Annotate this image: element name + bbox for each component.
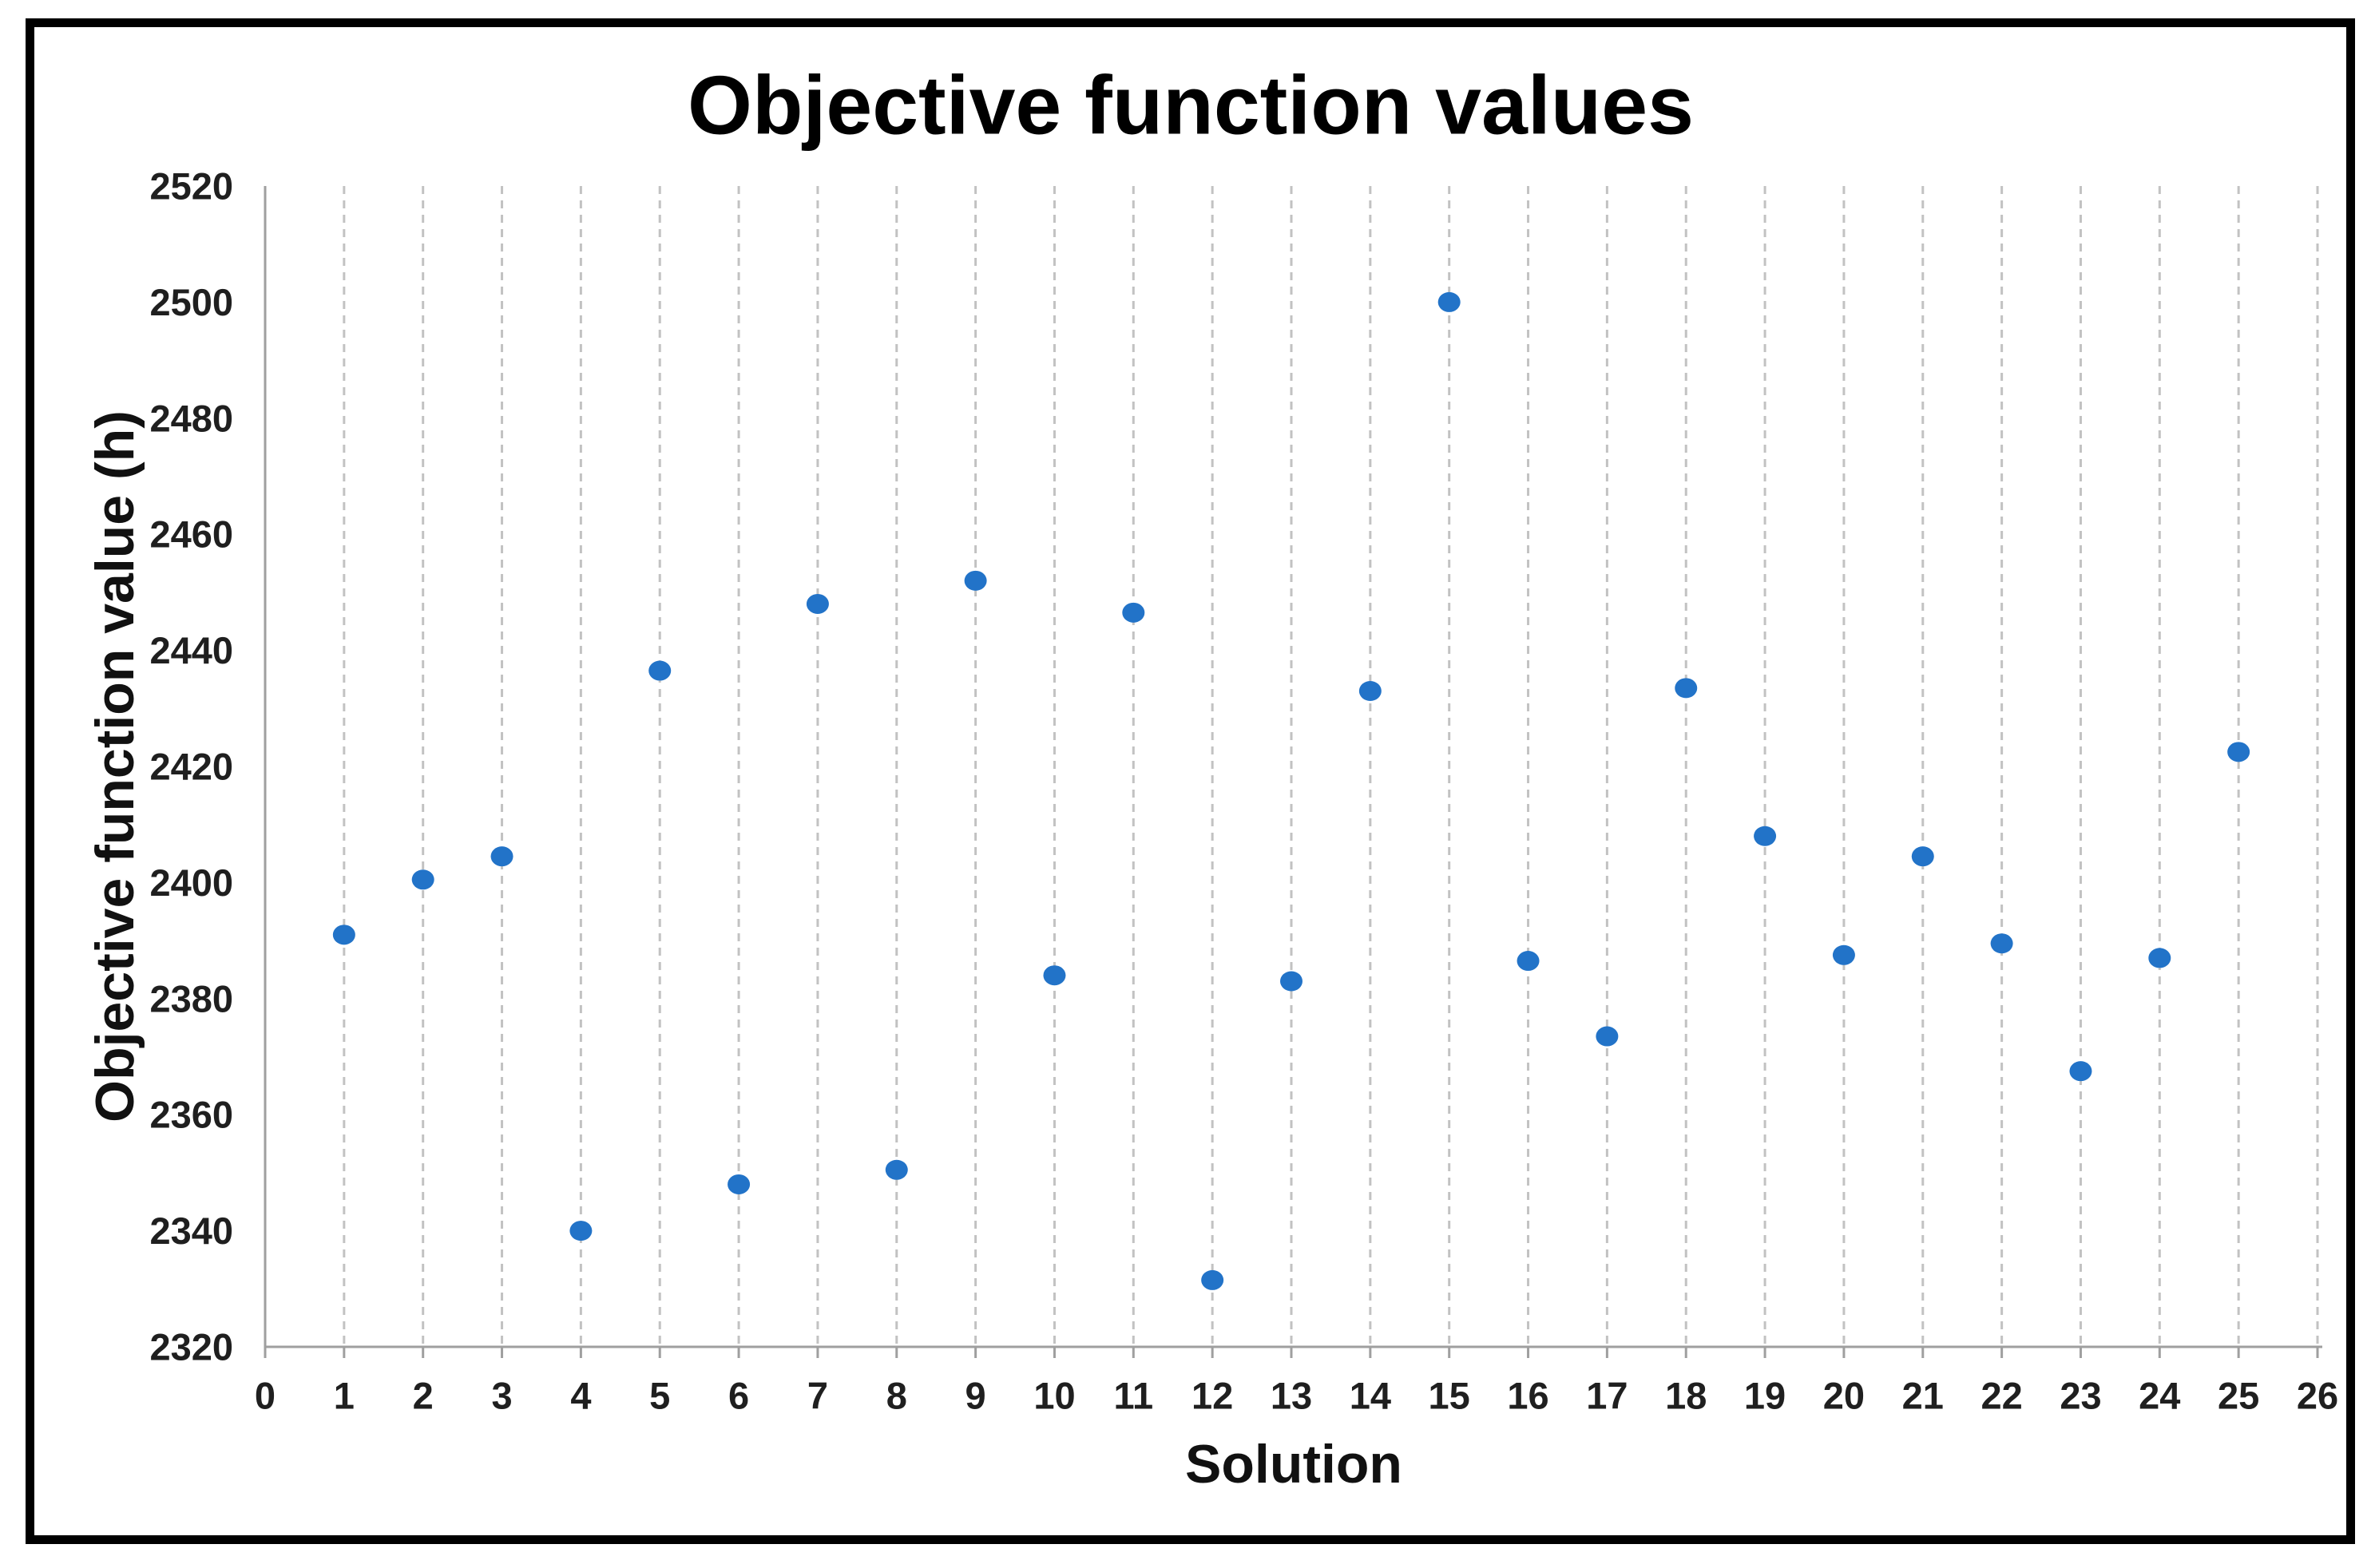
x-tick-labels-layer: 0 1 2 3 4 5 6 7 8 9 10 11 12 13 14 15 16 17 18 19 20 21 22 23 24… xyxy=(255,1374,2338,1416)
x-tick-label: 21 xyxy=(1902,1374,1944,1416)
data-point xyxy=(1675,678,1698,699)
x-tick-label: 9 xyxy=(965,1374,986,1416)
x-tick-label: 11 xyxy=(1113,1374,1153,1416)
data-point xyxy=(1280,971,1303,992)
x-tick-label: 7 xyxy=(807,1374,828,1416)
data-point xyxy=(332,925,355,945)
y-axis-title: Objective function value (h) xyxy=(85,410,145,1123)
data-point xyxy=(1832,944,1855,965)
y-tick-label: 2360 xyxy=(149,1094,233,1136)
data-point xyxy=(1122,602,1145,623)
data-point xyxy=(1437,291,1461,312)
y-tick-label: 2440 xyxy=(149,629,233,671)
data-points-layer xyxy=(332,291,2250,1290)
x-tick-label: 22 xyxy=(1981,1374,2022,1416)
y-tick-label: 2420 xyxy=(149,745,233,787)
x-tick-label: 10 xyxy=(1033,1374,1075,1416)
data-point xyxy=(728,1174,751,1194)
data-point xyxy=(411,869,434,890)
x-axis-title: Solution xyxy=(1185,1434,1402,1495)
data-point xyxy=(1201,1269,1224,1290)
x-tick-label: 4 xyxy=(570,1374,591,1416)
x-tick-label: 19 xyxy=(1744,1374,1786,1416)
y-tick-label: 2320 xyxy=(149,1325,233,1368)
data-point xyxy=(2148,948,2171,968)
data-point xyxy=(885,1159,908,1180)
data-point xyxy=(1043,965,1066,986)
x-tick-label: 2 xyxy=(413,1374,434,1416)
x-tick-label: 24 xyxy=(2139,1374,2180,1416)
x-tick-label: 15 xyxy=(1429,1374,1470,1416)
y-tick-labels-layer: 2320 2340 2360 2380 2400 2420 2440 2460 2480 2500… xyxy=(149,164,233,1368)
data-point xyxy=(1990,933,2013,954)
x-tick-label: 20 xyxy=(1823,1374,1865,1416)
data-point xyxy=(490,846,513,867)
y-tick-label: 2520 xyxy=(149,164,233,207)
x-tick-label: 18 xyxy=(1665,1374,1707,1416)
x-tick-label: 25 xyxy=(2218,1374,2259,1416)
data-point xyxy=(1911,846,1934,867)
x-tick-label: 5 xyxy=(649,1374,670,1416)
data-point xyxy=(964,570,987,591)
gridlines-layer xyxy=(343,186,2319,1347)
x-tick-label: 1 xyxy=(334,1374,355,1416)
y-tick-label: 2500 xyxy=(149,281,233,323)
x-tick-label: 13 xyxy=(1271,1374,1312,1416)
figure-border xyxy=(26,18,2355,1544)
data-point xyxy=(1517,951,1540,972)
y-tick-label: 2400 xyxy=(149,861,233,904)
x-tick-label: 8 xyxy=(886,1374,907,1416)
x-tick-label: 23 xyxy=(2060,1374,2101,1416)
x-tick-label: 14 xyxy=(1350,1374,1391,1416)
y-tick-label: 2460 xyxy=(149,513,233,556)
x-tick-label: 0 xyxy=(255,1374,276,1416)
chart-title: Objective function values xyxy=(688,59,1694,152)
data-point xyxy=(806,593,829,614)
data-point xyxy=(2227,742,2250,762)
axes-layer xyxy=(264,186,2322,1358)
data-point xyxy=(569,1221,593,1241)
data-point xyxy=(648,660,672,681)
x-tick-label: 12 xyxy=(1191,1374,1233,1416)
data-point xyxy=(1754,826,1777,846)
data-point xyxy=(2069,1061,2092,1082)
y-tick-label: 2340 xyxy=(149,1210,233,1252)
x-tick-label: 16 xyxy=(1507,1374,1548,1416)
x-tick-label: 6 xyxy=(728,1374,749,1416)
x-tick-label: 26 xyxy=(2297,1374,2338,1416)
data-point xyxy=(1596,1026,1619,1047)
data-point xyxy=(1358,680,1382,701)
x-tick-label: 17 xyxy=(1586,1374,1628,1416)
y-tick-label: 2380 xyxy=(149,977,233,1020)
y-tick-label: 2480 xyxy=(149,397,233,439)
x-tick-label: 3 xyxy=(491,1374,512,1416)
